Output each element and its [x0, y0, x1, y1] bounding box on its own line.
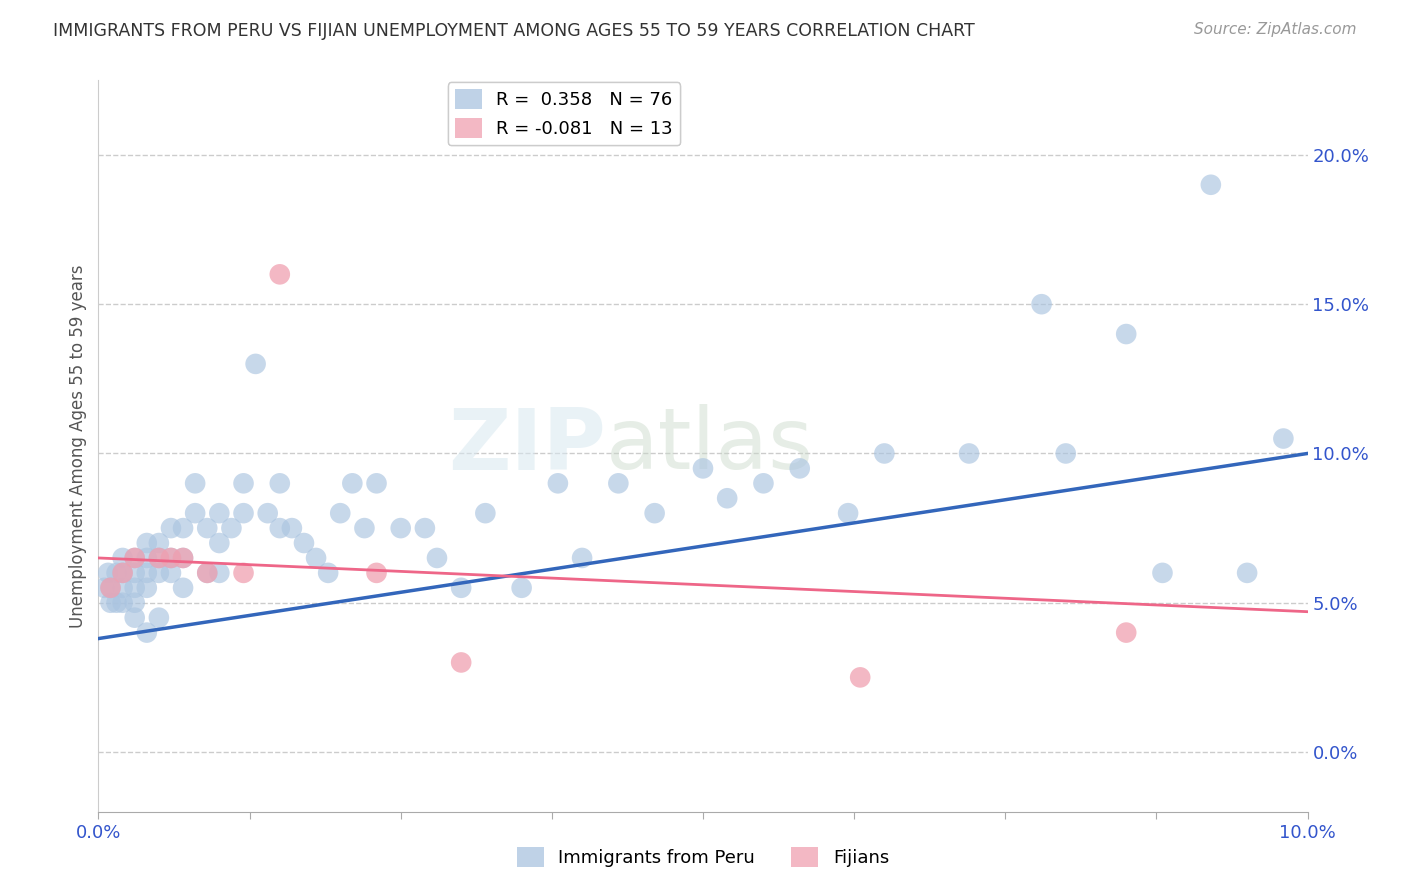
Point [160, 551, 183, 566]
Point [124, 581, 146, 595]
Point [111, 581, 134, 595]
Point [208, 536, 231, 550]
Point [474, 506, 496, 520]
Point [450, 581, 472, 595]
Point [97, 566, 120, 580]
Legend: Immigrants from Peru, Fijians: Immigrants from Peru, Fijians [510, 839, 896, 874]
Point [269, 521, 291, 535]
Point [172, 521, 194, 535]
Text: ZIP: ZIP [449, 404, 606, 488]
Point [716, 491, 738, 506]
Point [1152, 566, 1174, 580]
Point [208, 506, 231, 520]
Point [105, 566, 128, 580]
Point [232, 506, 254, 520]
Point [353, 521, 375, 535]
Point [1115, 625, 1137, 640]
Point [195, 566, 218, 580]
Point [148, 566, 170, 580]
Point [172, 581, 194, 595]
Point [1272, 432, 1295, 446]
Point [124, 551, 146, 566]
Point [607, 476, 630, 491]
Point [752, 476, 775, 491]
Point [184, 506, 207, 520]
Point [1054, 446, 1077, 460]
Point [148, 536, 170, 550]
Point [789, 461, 811, 475]
Text: Source: ZipAtlas.com: Source: ZipAtlas.com [1194, 22, 1357, 37]
Text: IMMIGRANTS FROM PERU VS FIJIAN UNEMPLOYMENT AMONG AGES 55 TO 59 YEARS CORRELATIO: IMMIGRANTS FROM PERU VS FIJIAN UNEMPLOYM… [53, 22, 976, 40]
Point [124, 596, 146, 610]
Text: atlas: atlas [606, 404, 814, 488]
Point [135, 566, 157, 580]
Point [232, 566, 254, 580]
Point [148, 551, 170, 566]
Point [849, 670, 872, 684]
Point [195, 566, 218, 580]
Point [111, 566, 134, 580]
Point [111, 596, 134, 610]
Point [100, 581, 122, 595]
Point [957, 446, 980, 460]
Point [160, 551, 183, 566]
Point [124, 551, 146, 566]
Point [366, 566, 388, 580]
Point [135, 536, 157, 550]
Point [269, 268, 291, 282]
Point [450, 656, 472, 670]
Point [148, 610, 170, 624]
Point [124, 610, 146, 624]
Point [837, 506, 859, 520]
Point [426, 551, 449, 566]
Point [342, 476, 364, 491]
Point [873, 446, 896, 460]
Point [366, 476, 388, 491]
Point [256, 506, 278, 520]
Point [172, 551, 194, 566]
Y-axis label: Unemployment Among Ages 55 to 59 years: Unemployment Among Ages 55 to 59 years [69, 264, 87, 628]
Point [135, 625, 157, 640]
Point [221, 521, 243, 535]
Point [305, 551, 328, 566]
Point [1031, 297, 1053, 311]
Point [1115, 326, 1137, 341]
Point [510, 581, 533, 595]
Point [692, 461, 714, 475]
Point [232, 476, 254, 491]
Point [571, 551, 593, 566]
Point [111, 551, 134, 566]
Point [135, 581, 157, 595]
Point [195, 521, 218, 535]
Point [389, 521, 412, 535]
Point [208, 566, 231, 580]
Point [93, 581, 115, 595]
Point [135, 551, 157, 566]
Legend: R =  0.358   N = 76, R = -0.081   N = 13: R = 0.358 N = 76, R = -0.081 N = 13 [447, 82, 681, 145]
Point [160, 521, 183, 535]
Point [1199, 178, 1222, 192]
Point [547, 476, 569, 491]
Point [172, 551, 194, 566]
Point [124, 566, 146, 580]
Point [100, 581, 122, 595]
Point [292, 536, 315, 550]
Point [316, 566, 339, 580]
Point [105, 596, 128, 610]
Point [269, 476, 291, 491]
Point [413, 521, 436, 535]
Point [245, 357, 267, 371]
Point [100, 596, 122, 610]
Point [644, 506, 666, 520]
Point [111, 566, 134, 580]
Point [184, 476, 207, 491]
Point [281, 521, 304, 535]
Point [160, 566, 183, 580]
Point [1236, 566, 1258, 580]
Point [329, 506, 352, 520]
Point [148, 551, 170, 566]
